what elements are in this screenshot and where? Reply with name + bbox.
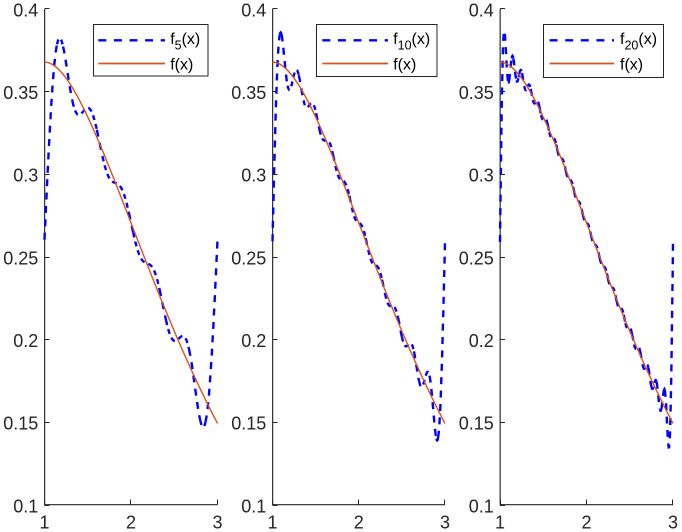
- svg-text:0.3: 0.3: [469, 166, 494, 186]
- svg-text:0.2: 0.2: [241, 331, 266, 351]
- svg-text:0.35: 0.35: [459, 83, 494, 103]
- svg-text:0.2: 0.2: [469, 331, 494, 351]
- svg-text:0.25: 0.25: [231, 248, 266, 268]
- svg-text:1: 1: [495, 513, 505, 532]
- svg-text:0.35: 0.35: [3, 83, 38, 103]
- svg-text:1: 1: [39, 513, 49, 532]
- svg-text:1: 1: [267, 513, 277, 532]
- svg-text:0.1: 0.1: [469, 496, 494, 516]
- svg-text:2: 2: [581, 513, 591, 532]
- svg-text:0.3: 0.3: [13, 166, 38, 186]
- svg-text:2: 2: [354, 513, 364, 532]
- svg-text:f(x): f(x): [620, 57, 643, 74]
- svg-text:0.4: 0.4: [469, 0, 494, 20]
- svg-text:0.15: 0.15: [3, 414, 38, 434]
- svg-text:0.3: 0.3: [241, 166, 266, 186]
- svg-text:0.15: 0.15: [231, 414, 266, 434]
- svg-text:0.1: 0.1: [13, 496, 38, 516]
- svg-text:3: 3: [212, 513, 222, 532]
- svg-text:f(x): f(x): [170, 57, 193, 74]
- svg-text:0.25: 0.25: [459, 248, 494, 268]
- svg-text:f(x): f(x): [393, 57, 416, 74]
- svg-text:0.4: 0.4: [241, 0, 266, 20]
- svg-text:3: 3: [668, 513, 678, 532]
- svg-text:0.2: 0.2: [13, 331, 38, 351]
- svg-text:0.1: 0.1: [241, 496, 266, 516]
- svg-text:0.25: 0.25: [3, 248, 38, 268]
- svg-text:3: 3: [440, 513, 450, 532]
- svg-text:0.15: 0.15: [459, 414, 494, 434]
- svg-text:2: 2: [126, 513, 136, 532]
- svg-text:0.35: 0.35: [231, 83, 266, 103]
- svg-text:0.4: 0.4: [13, 0, 38, 20]
